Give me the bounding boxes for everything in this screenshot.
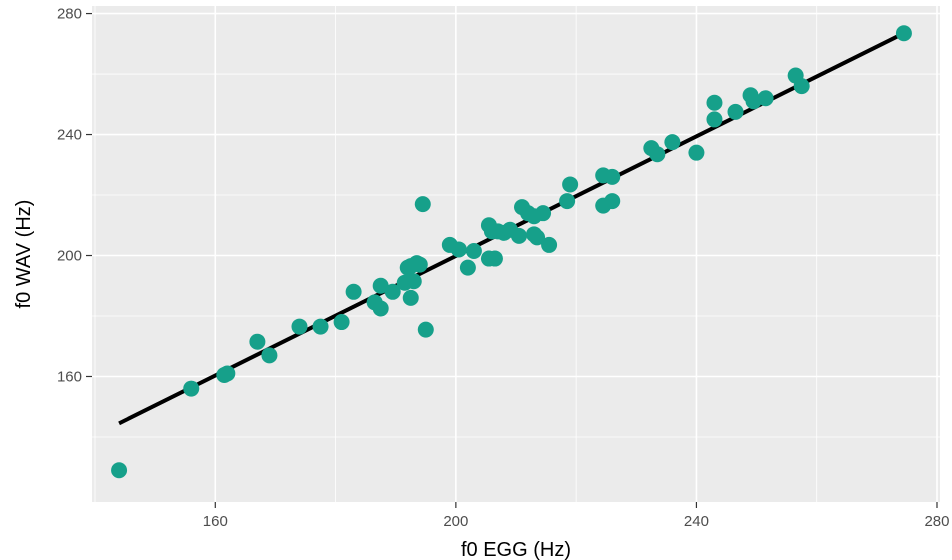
x-tick-label: 280 [924, 513, 949, 530]
data-point [219, 365, 236, 382]
data-point [384, 283, 401, 300]
data-point [183, 380, 200, 397]
data-point [345, 283, 362, 300]
data-points [111, 25, 912, 479]
data-point [450, 241, 467, 258]
x-tick-label: 200 [443, 513, 468, 530]
data-point [411, 256, 428, 273]
data-point [333, 314, 350, 331]
x-tick-label: 160 [203, 513, 228, 530]
data-point [414, 196, 431, 213]
data-point [562, 176, 579, 193]
x-axis-title: f0 EGG (Hz) [461, 539, 571, 560]
data-point [372, 277, 389, 294]
data-point [895, 25, 912, 42]
data-point [745, 93, 762, 110]
data-point [312, 318, 329, 335]
data-point [111, 462, 128, 479]
data-point [372, 300, 389, 317]
data-point [417, 321, 434, 338]
data-point [486, 250, 503, 267]
data-point [541, 236, 558, 253]
data-point [604, 168, 621, 185]
y-axis-title: f0 WAV (Hz) [13, 200, 35, 309]
data-point [459, 259, 476, 276]
data-point [402, 289, 419, 306]
y-axis-ticks: 160 200 240 280 [57, 6, 92, 385]
data-point [249, 333, 266, 350]
data-point [511, 227, 528, 244]
data-point [664, 134, 681, 151]
data-point [706, 111, 723, 128]
x-tick-label: 240 [684, 513, 709, 530]
data-point [465, 242, 482, 259]
y-tick-label: 280 [57, 6, 82, 23]
data-point [727, 103, 744, 120]
y-tick-label: 200 [57, 248, 82, 265]
y-tick-label: 160 [57, 368, 82, 385]
data-point [529, 229, 546, 246]
data-point [706, 94, 723, 111]
x-axis-ticks: 160 200 240 280 [203, 502, 950, 530]
data-point [757, 90, 774, 107]
data-point [291, 318, 308, 335]
data-point [261, 347, 278, 364]
data-point [405, 273, 422, 290]
data-point [559, 193, 576, 210]
data-point [793, 78, 810, 95]
data-point [604, 193, 621, 210]
y-tick-label: 240 [57, 127, 82, 144]
minor-gridlines [92, 6, 940, 502]
data-point [649, 146, 666, 163]
data-point [535, 205, 552, 222]
data-point [688, 144, 705, 161]
